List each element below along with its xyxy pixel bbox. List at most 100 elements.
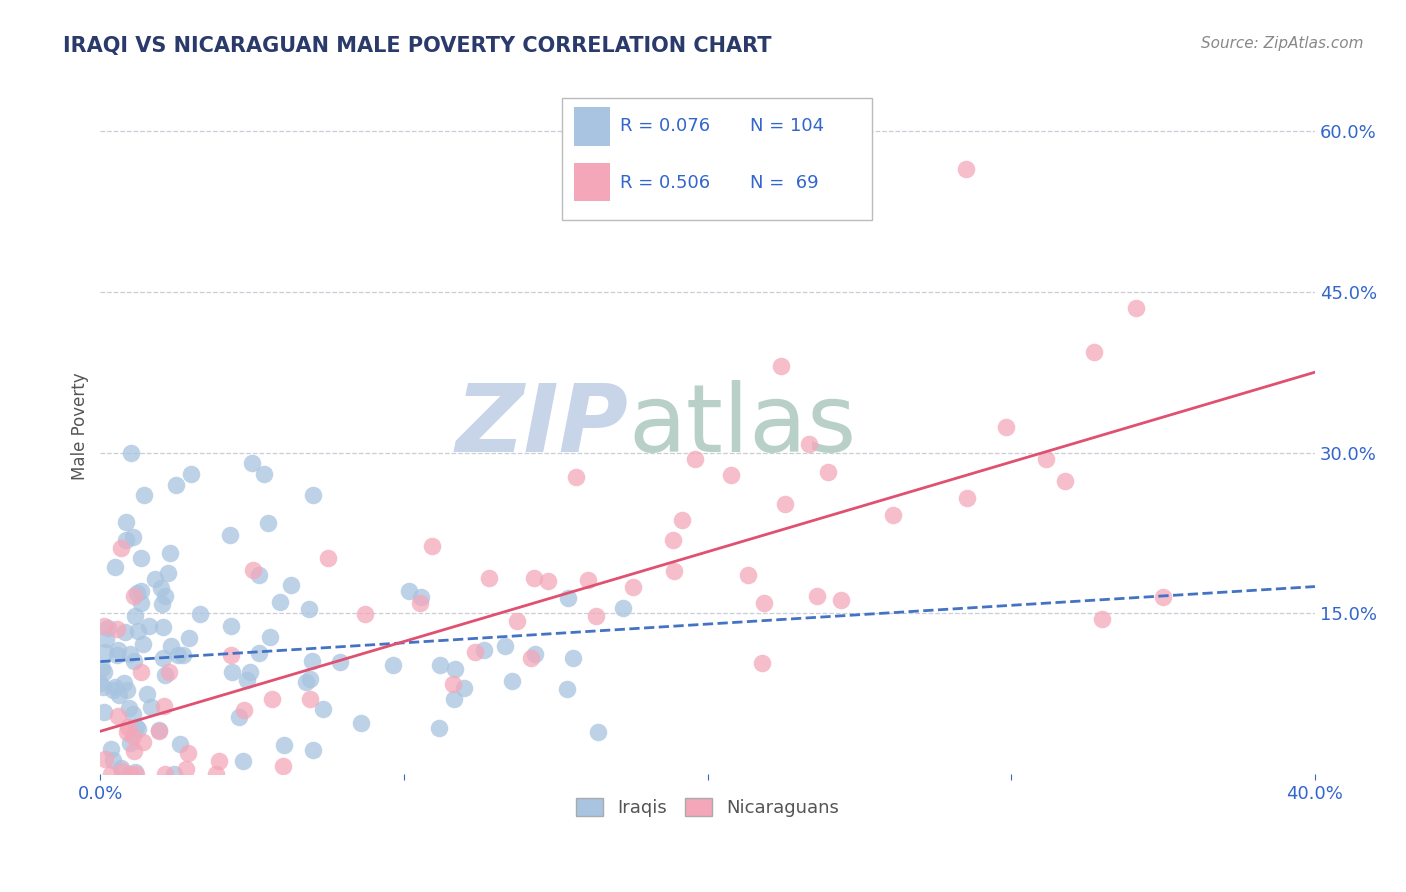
Point xyxy=(797,437,820,451)
Point xyxy=(221,619,243,633)
Point xyxy=(830,592,852,607)
Point xyxy=(93,618,115,632)
Point xyxy=(115,724,138,739)
Point xyxy=(152,597,174,611)
Point xyxy=(100,742,122,756)
Point xyxy=(114,625,136,640)
Point xyxy=(157,665,180,679)
Text: N = 104: N = 104 xyxy=(751,117,824,136)
Point xyxy=(122,530,145,544)
Point xyxy=(118,767,141,781)
Point xyxy=(239,665,262,680)
Point xyxy=(122,589,145,603)
Point xyxy=(519,650,541,665)
Point xyxy=(565,470,588,484)
Point xyxy=(138,619,160,633)
Point xyxy=(298,602,321,616)
Point xyxy=(262,692,284,706)
Point xyxy=(301,654,323,668)
Point xyxy=(671,513,693,527)
Point xyxy=(316,550,339,565)
Point xyxy=(129,665,152,679)
Point xyxy=(443,691,465,706)
Point xyxy=(354,607,377,621)
Point xyxy=(752,596,775,610)
Point xyxy=(104,560,127,574)
Point xyxy=(882,508,904,523)
Point xyxy=(382,658,405,673)
Point xyxy=(93,705,115,719)
Point xyxy=(995,419,1018,434)
Point xyxy=(956,491,979,506)
Point xyxy=(155,590,177,604)
Point xyxy=(152,699,174,714)
Point xyxy=(273,738,295,752)
Point xyxy=(1083,344,1105,359)
Point xyxy=(129,584,152,599)
Point xyxy=(120,736,142,750)
Point xyxy=(612,601,634,615)
Point xyxy=(117,720,139,734)
Point xyxy=(129,597,152,611)
Point xyxy=(208,754,231,768)
Point xyxy=(555,682,578,697)
Point xyxy=(720,468,742,483)
Point xyxy=(232,754,254,768)
Point xyxy=(135,688,157,702)
Point xyxy=(115,682,138,697)
Text: R = 0.076: R = 0.076 xyxy=(620,117,710,136)
Point xyxy=(148,724,170,739)
Point xyxy=(114,515,136,529)
FancyBboxPatch shape xyxy=(562,98,872,220)
Point xyxy=(770,359,793,374)
Point xyxy=(506,614,529,628)
Point xyxy=(219,648,242,663)
Point xyxy=(773,497,796,511)
Point xyxy=(108,688,131,702)
Point xyxy=(685,452,707,467)
Text: IRAQI VS NICARAGUAN MALE POVERTY CORRELATION CHART: IRAQI VS NICARAGUAN MALE POVERTY CORRELA… xyxy=(63,36,772,55)
Legend: Iraqis, Nicaraguans: Iraqis, Nicaraguans xyxy=(568,790,846,824)
Point xyxy=(165,477,187,491)
Point xyxy=(91,680,114,694)
Point xyxy=(159,639,181,653)
Text: Source: ZipAtlas.com: Source: ZipAtlas.com xyxy=(1201,36,1364,51)
Point xyxy=(124,744,146,758)
Point xyxy=(329,655,352,669)
Point xyxy=(152,619,174,633)
Point xyxy=(93,665,115,679)
Point xyxy=(1091,612,1114,626)
Point xyxy=(93,645,115,659)
Point xyxy=(163,767,186,781)
Point xyxy=(501,673,523,688)
Point xyxy=(478,571,501,585)
Point xyxy=(112,676,135,690)
Point xyxy=(111,764,134,778)
Point xyxy=(169,737,191,751)
Point xyxy=(127,722,149,736)
Point xyxy=(124,765,146,780)
Point xyxy=(124,609,146,624)
Point xyxy=(129,551,152,566)
Point xyxy=(188,607,211,621)
Point xyxy=(103,683,125,698)
Point xyxy=(118,647,141,661)
Point xyxy=(409,596,432,610)
Point xyxy=(118,701,141,715)
Text: ZIP: ZIP xyxy=(456,380,628,472)
Point xyxy=(247,646,270,660)
Point xyxy=(429,658,451,673)
Point xyxy=(806,590,828,604)
Point xyxy=(97,621,120,635)
Point xyxy=(107,709,129,723)
Point xyxy=(122,729,145,743)
Point xyxy=(228,710,250,724)
Point xyxy=(127,624,149,638)
Point xyxy=(240,456,263,470)
Point xyxy=(139,699,162,714)
Point xyxy=(1125,301,1147,315)
Point xyxy=(523,570,546,584)
Point xyxy=(110,541,132,556)
Point xyxy=(737,567,759,582)
Point xyxy=(143,572,166,586)
